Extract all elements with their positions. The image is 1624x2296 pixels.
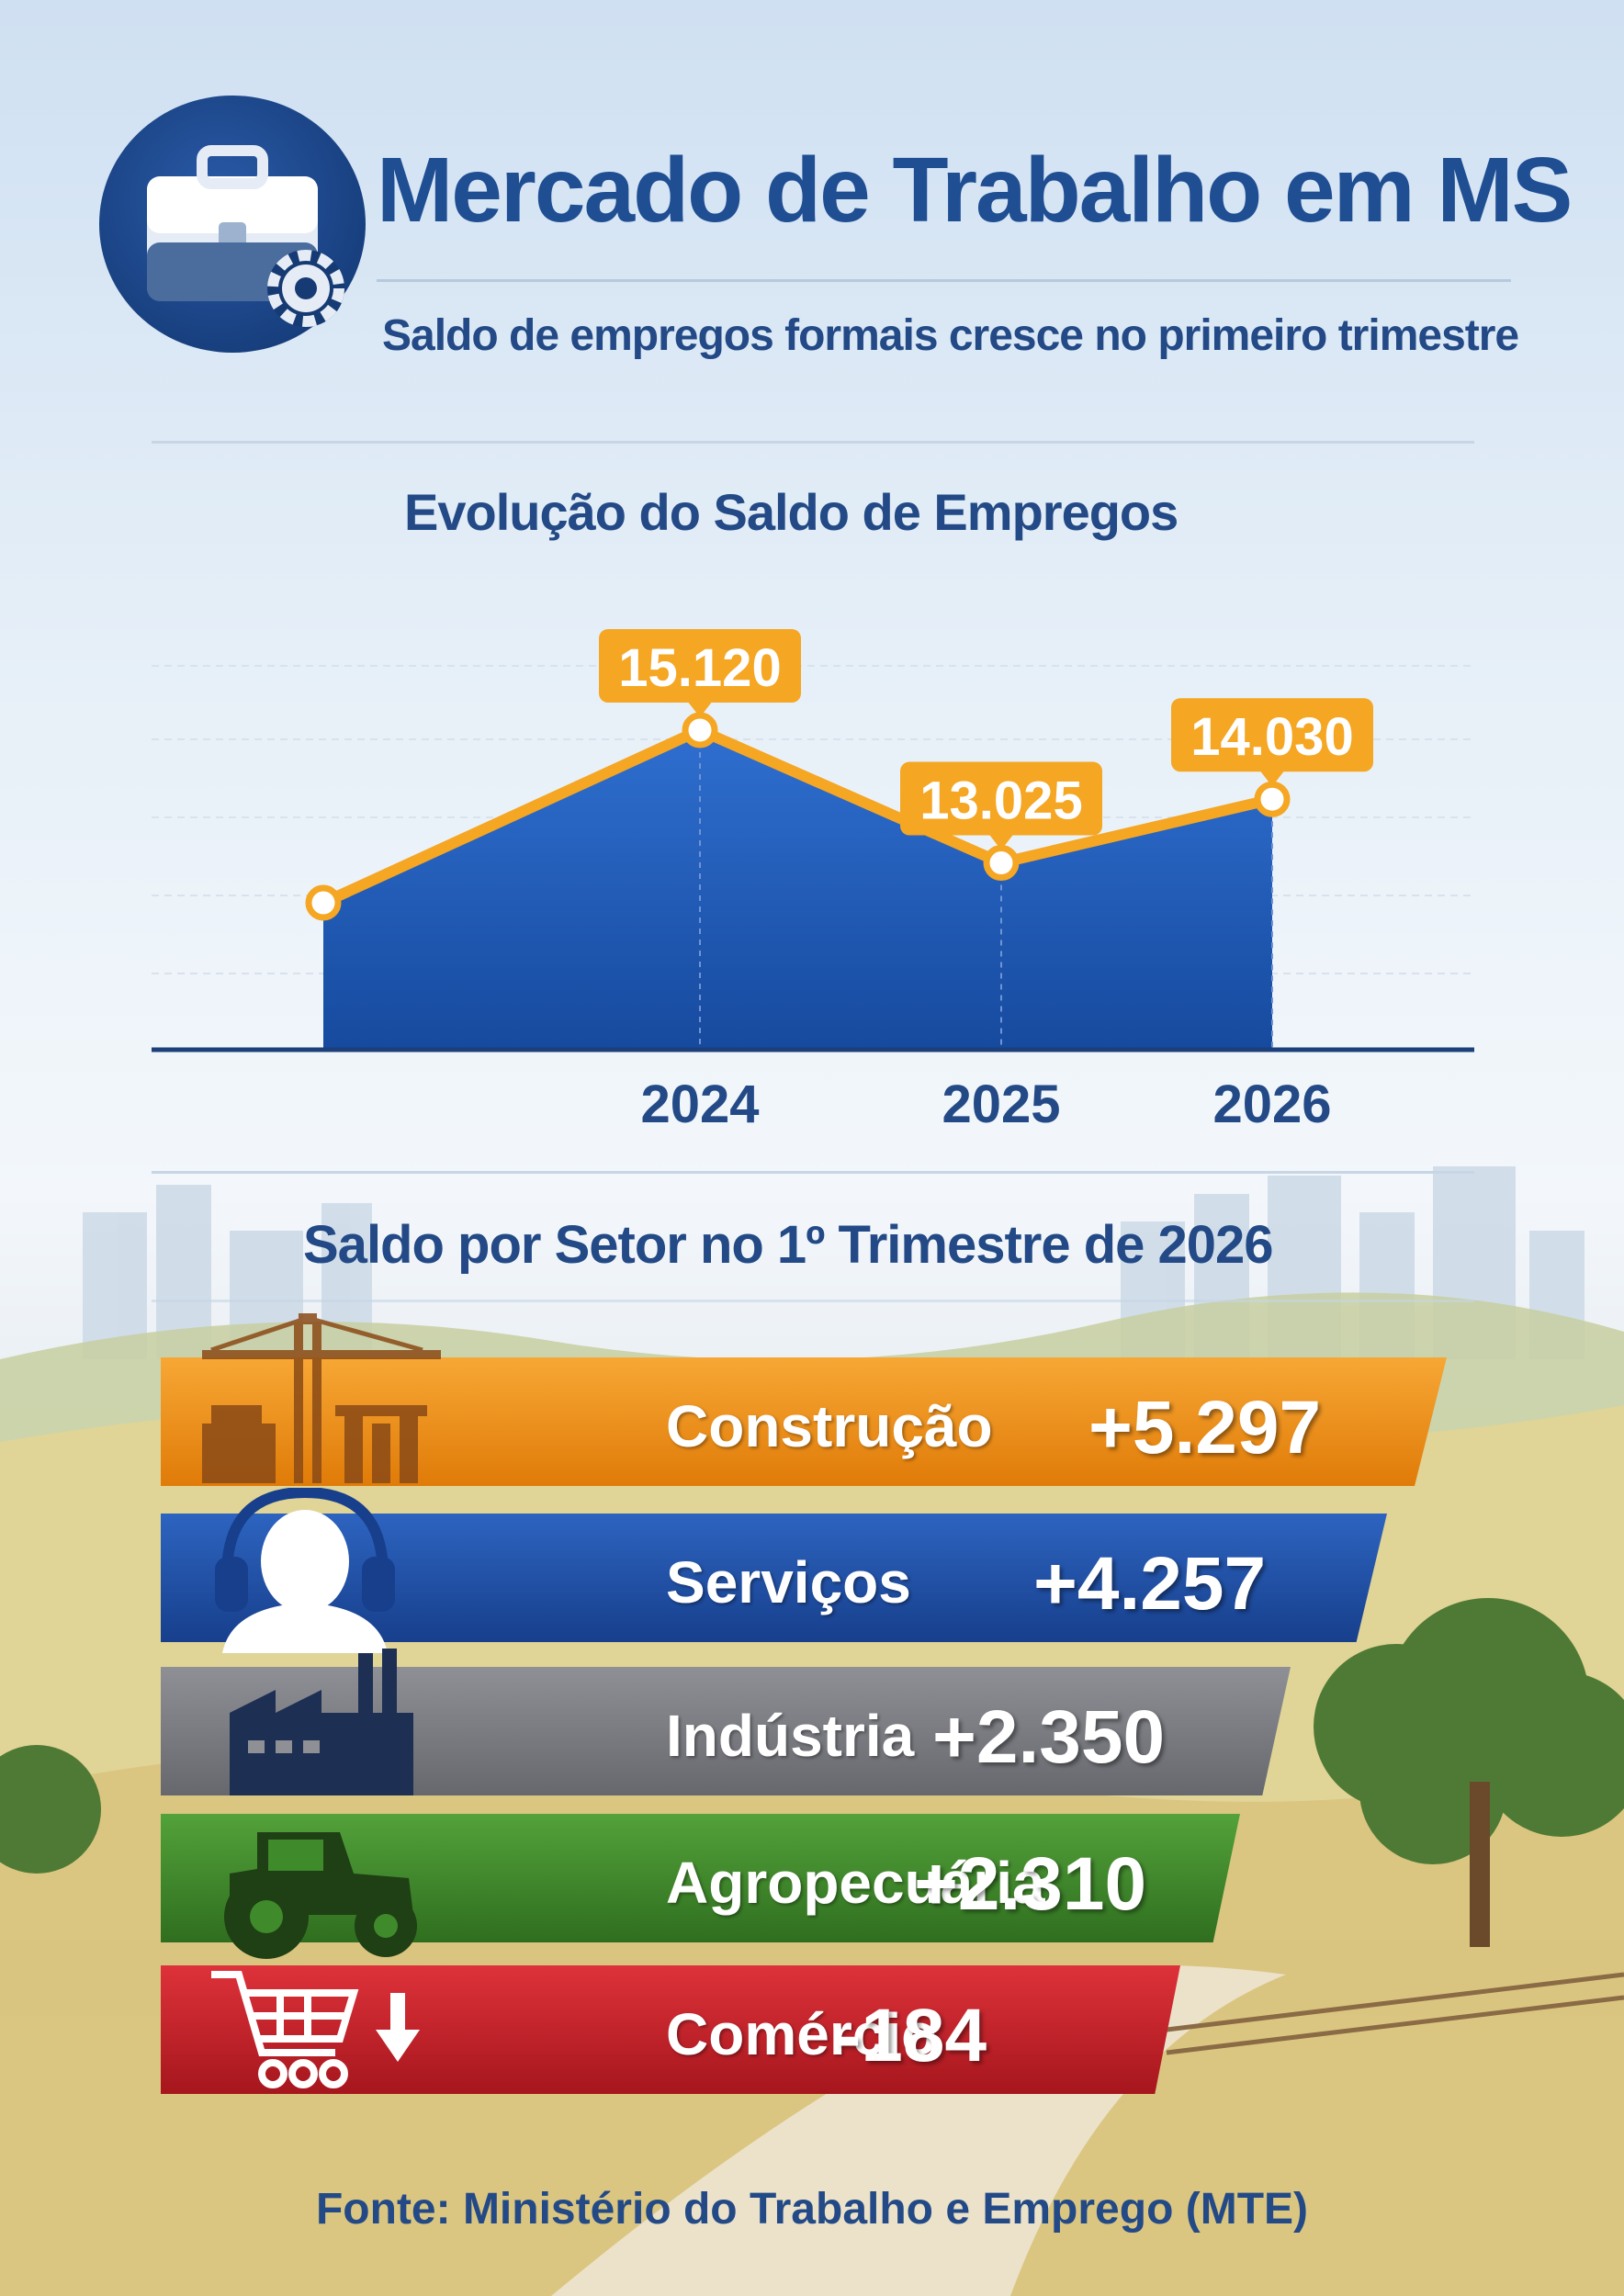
data-label-pointer [1259, 770, 1285, 787]
source-note: Fonte: Ministério do Trabalho e Emprego … [315, 2185, 1309, 2234]
bar-value-servicos: +4.257 [1033, 1542, 1267, 1626]
data-label-pointer [988, 833, 1014, 850]
bar-comercio: Comércio -184 [161, 1965, 1180, 2094]
saldo-evolution-chart: 15.120 2024 13.025 2025 14.030 2026 [152, 629, 1474, 1134]
briefcase-icon [147, 145, 344, 327]
page-title: Mercado de Trabalho em MS [377, 139, 1573, 242]
bar-label-industria: Indústria [666, 1703, 915, 1769]
data-label-box [900, 761, 1102, 836]
data-label-box [599, 629, 801, 703]
area-fill [323, 730, 1272, 1050]
series-line [321, 725, 1274, 908]
bar-label-comercio: Comércio [666, 2001, 938, 2067]
data-point [305, 884, 342, 921]
section-divider [152, 441, 1474, 444]
section-divider [152, 1171, 1474, 1174]
factory-icon [230, 1649, 413, 1795]
gear-icon [267, 250, 344, 327]
bar-value-comercio: -184 [836, 1994, 987, 2077]
bar-value-agropecuaria: +2.310 [914, 1842, 1147, 1926]
x-tick-label: 2024 [640, 1075, 759, 1134]
shopping-cart-down-icon [211, 1971, 420, 2088]
title-divider [377, 279, 1511, 282]
line-chart-title: Evolução do Saldo de Empregos [404, 483, 1179, 541]
x-tick-label: 2026 [1212, 1075, 1331, 1134]
bar-label-agropecuaria: Agropecuária [666, 1850, 1045, 1916]
data-point [1254, 781, 1291, 817]
page-subtitle: Saldo de empregos formais cresce no prim… [382, 311, 1519, 360]
data-point [983, 845, 1020, 882]
data-label: 13.025 [919, 771, 1082, 831]
bar-value-construcao: +5.297 [1088, 1386, 1322, 1469]
bar-label-construcao: Construção [666, 1393, 993, 1459]
x-tick-label: 2025 [942, 1075, 1060, 1134]
section-divider [152, 1300, 1474, 1302]
construction-crane-icon [202, 1313, 441, 1483]
data-point [682, 712, 718, 748]
bar-chart-title: Saldo por Setor no 1º Trimestre de 2026 [303, 1215, 1274, 1275]
bar-label-servicos: Serviços [666, 1549, 911, 1615]
bar-value-industria: +2.350 [932, 1695, 1166, 1779]
data-label-box [1171, 698, 1373, 772]
briefcase-gear-logo [99, 96, 366, 353]
headset-worker-icon [215, 1488, 395, 1653]
data-label: 14.030 [1190, 707, 1353, 767]
data-label: 15.120 [618, 638, 781, 698]
data-label-pointer [687, 701, 713, 717]
tractor-icon [224, 1832, 417, 1959]
